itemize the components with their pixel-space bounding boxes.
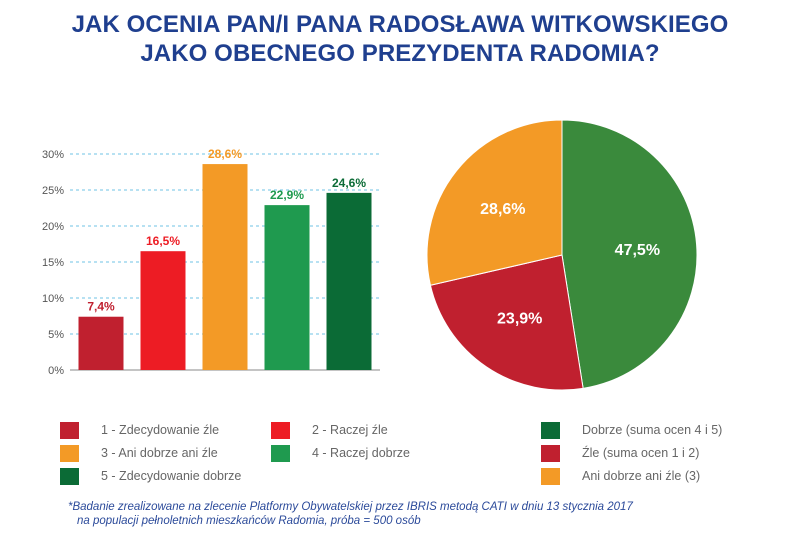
- legend-label: Źle (suma ocen 1 i 2): [582, 446, 700, 460]
- legend-item-zle-suma: Źle (suma ocen 1 i 2): [541, 444, 699, 462]
- footnote-line-1: *Badanie zrealizowane na zlecenie Platfo…: [68, 501, 633, 513]
- bar-value-label: 24,6%: [332, 176, 366, 190]
- legend-item-ani-dobrze-ani-zle-3: Ani dobrze ani źle (3): [541, 467, 700, 485]
- y-tick-label: 25%: [42, 185, 64, 197]
- title-line-2: JAKO OBECNEGO PREZYDENTA RADOMIA?: [140, 40, 660, 67]
- legend-swatch: [271, 421, 290, 439]
- pie-chart: 47,5% 23,9% 28,6%: [426, 119, 698, 391]
- legend-swatch: [60, 421, 79, 439]
- legend-swatch: [541, 444, 560, 462]
- legend-item-ani-dobrze-ani-zle: 3 - Ani dobrze ani źle: [60, 444, 218, 462]
- pie-slice-zle-suma-ocen-1-i-2: [429, 254, 584, 391]
- legend-label: Dobrze (suma ocen 4 i 5): [582, 423, 723, 437]
- y-tick-label: 0%: [48, 365, 64, 377]
- footnote-line-2: na populacji pełnoletnich mieszkańców Ra…: [77, 515, 421, 527]
- legend-item-raczej-dobrze: 4 - Raczej dobrze: [271, 444, 410, 462]
- legend-label: 4 - Raczej dobrze: [312, 446, 410, 460]
- pie-value-label: 28,6%: [480, 201, 525, 218]
- bar-chart: 0% 5% 10% 15% 20% 25% 30% 7,4% 16,5% 28,6% 22,9% 24…: [42, 147, 380, 377]
- legend-swatch: [541, 467, 560, 485]
- legend-item-raczej-zle: 2 - Raczej źle: [271, 421, 388, 439]
- pie-slice-dobrze-suma-ocen-4-i-5: [561, 119, 698, 389]
- y-tick-label: 15%: [42, 257, 64, 269]
- bar-5-zdecydowanie-dobrze: [326, 192, 372, 370]
- bar-value-label: 7,4%: [87, 300, 115, 314]
- bar-value-label: 28,6%: [208, 147, 242, 161]
- bar-value-label: 16,5%: [146, 234, 180, 248]
- chart-title: JAK OCENIA PAN/I PANA RADOSŁAWA WITKOWSK…: [0, 10, 800, 68]
- bar-3-ani-dobrze-ani-zle: [202, 164, 248, 370]
- y-tick-label: 10%: [42, 293, 64, 305]
- legend-label: Ani dobrze ani źle (3): [582, 469, 701, 483]
- pie-value-label: 47,5%: [615, 242, 660, 259]
- bar-2-raczej-zle: [140, 251, 186, 370]
- bar-4-raczej-dobrze: [264, 205, 310, 370]
- legend-item-zdecydowanie-dobrze: 5 - Zdecydowanie dobrze: [60, 467, 241, 485]
- footnote: *Badanie zrealizowane na zlecenie Platfo…: [68, 500, 633, 528]
- title-line-1: JAK OCENIA PAN/I PANA RADOSŁAWA WITKOWSK…: [71, 11, 729, 38]
- bar-value-label: 22,9%: [270, 188, 304, 202]
- y-tick-label: 30%: [42, 149, 64, 161]
- legend-label: 5 - Zdecydowanie dobrze: [101, 469, 242, 483]
- y-tick-label: 20%: [42, 221, 64, 233]
- legend-swatch: [60, 467, 79, 485]
- legend-label: 2 - Raczej źle: [312, 423, 388, 437]
- legend-item-zdecydowanie-zle: 1 - Zdecydowanie źle: [60, 421, 219, 439]
- pie-value-label: 23,9%: [497, 311, 542, 328]
- legend-item-dobrze-suma: Dobrze (suma ocen 4 i 5): [541, 421, 722, 439]
- pie-slice-ani-dobrze-ani-zle-3: [426, 119, 563, 286]
- legend-swatch: [271, 444, 290, 462]
- legend-swatch: [541, 421, 560, 439]
- legend-label: 1 - Zdecydowanie źle: [101, 423, 220, 437]
- legend-label: 3 - Ani dobrze ani źle: [101, 446, 218, 460]
- legend-swatch: [60, 444, 79, 462]
- y-tick-label: 5%: [48, 329, 64, 341]
- bar-1-zdecydowanie-zle: [78, 316, 124, 370]
